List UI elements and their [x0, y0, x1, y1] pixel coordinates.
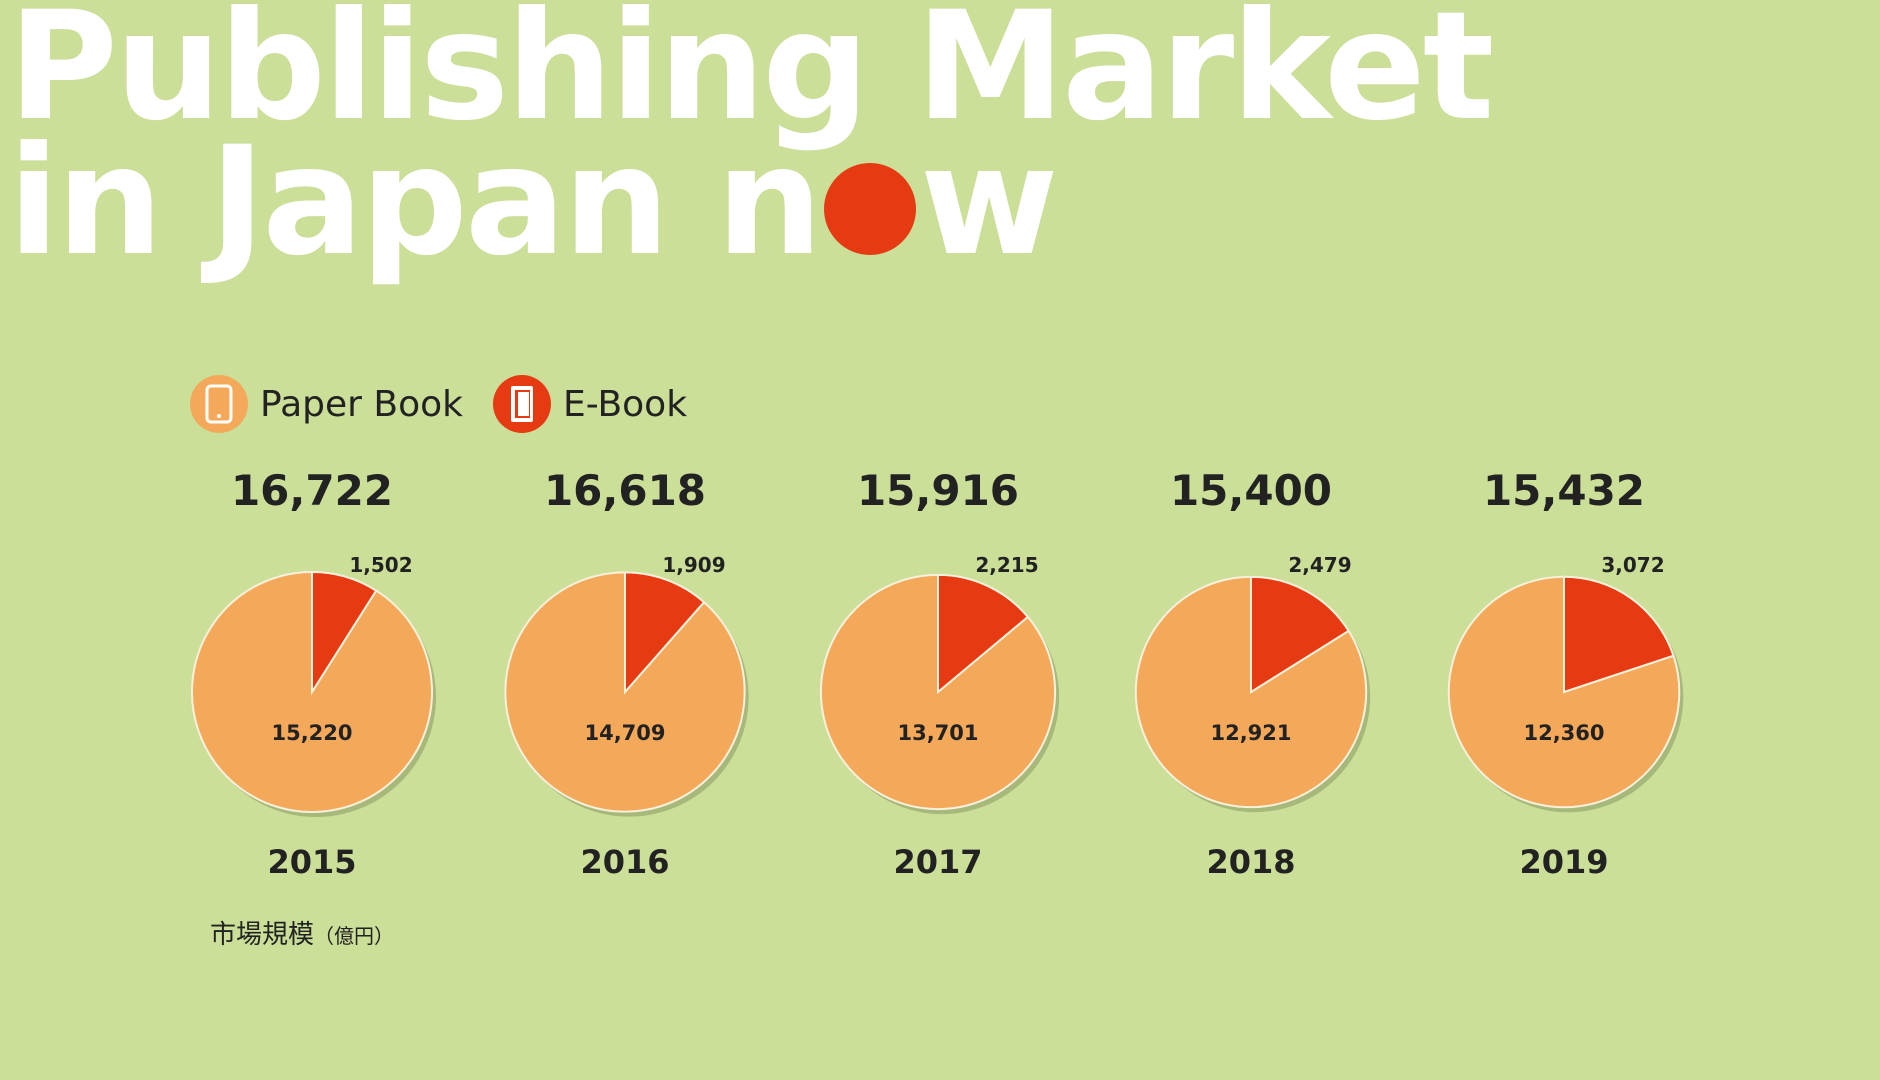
year-label-2015: 2015 — [267, 843, 356, 881]
unit-label: 市場規模（億円） — [210, 914, 394, 951]
title-line-2-end: w — [919, 115, 1059, 289]
pie-slice-ebook-2016 — [624, 571, 706, 695]
total-label-2015: 16,722 — [231, 466, 393, 515]
pie-slice-ebook-2017 — [937, 573, 1030, 695]
title-line-1: Publishing Market — [8, 0, 1494, 154]
sun-dot-icon — [823, 163, 916, 255]
year-label-2018: 2018 — [1206, 843, 1295, 881]
title-line-2-start: in Japan n — [8, 115, 823, 289]
pie-slice-paper-2019 — [1447, 575, 1681, 809]
total-label-2016: 16,618 — [544, 466, 706, 515]
paper-label-2019: 12,360 — [1523, 721, 1604, 745]
total-label-2019: 15,432 — [1483, 466, 1645, 515]
legend-label-e-book: E-Book — [563, 383, 688, 425]
book-icon — [493, 375, 551, 433]
paper-label-2018: 12,921 — [1210, 721, 1291, 745]
year-label-2017: 2017 — [893, 843, 982, 881]
legend-item-e-book: E-Book — [493, 375, 687, 433]
pie-slice-ebook-2015 — [311, 570, 378, 696]
paper-label-2015: 15,220 — [271, 721, 352, 745]
pie-slice-ebook-2018 — [1250, 575, 1350, 694]
ebook-label-2017: 2,215 — [975, 553, 1038, 577]
ebook-label-2015: 1,502 — [349, 553, 412, 577]
pie-slice-ebook-2019 — [1563, 575, 1675, 694]
tablet-icon — [190, 375, 248, 433]
unit-label-text: 市場規模 — [210, 920, 315, 950]
ebook-label-2016: 1,909 — [662, 553, 725, 577]
legend-item-paper-book: Paper Book — [190, 375, 463, 433]
legend-label-paper-book: Paper Book — [260, 383, 463, 425]
unit-label-suffix: （億円） — [314, 924, 395, 948]
total-label-2017: 15,916 — [857, 466, 1019, 515]
paper-label-2016: 14,709 — [584, 721, 665, 745]
paper-label-2017: 13,701 — [897, 721, 978, 745]
ebook-label-2018: 2,479 — [1288, 553, 1351, 577]
year-label-2019: 2019 — [1519, 843, 1608, 881]
ebook-label-2019: 3,072 — [1601, 553, 1664, 577]
pie-slice-paper-2018 — [1134, 575, 1368, 809]
year-label-2016: 2016 — [580, 843, 669, 881]
chart-legend: Paper Book E-Book — [190, 375, 687, 433]
total-label-2018: 15,400 — [1170, 466, 1332, 515]
